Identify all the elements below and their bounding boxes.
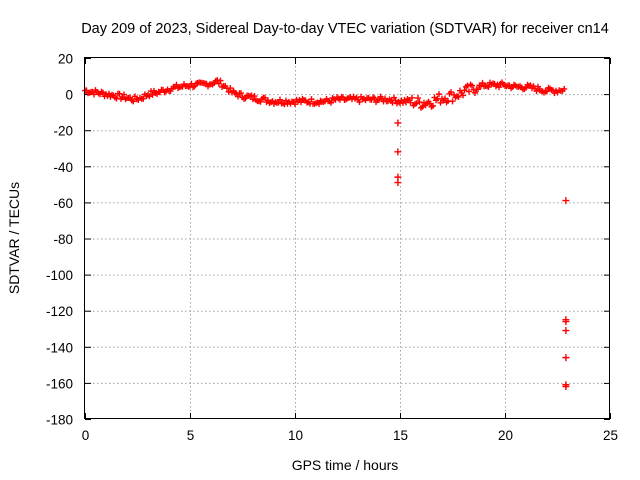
y-tick-label: -140: [46, 340, 73, 355]
outlier-point: [394, 119, 402, 127]
data-point: [472, 89, 478, 96]
tick-layer: 0 5 10 15 20 25 20 0 -20 -40 -60 -80 -100 -120 -140 -16…: [46, 52, 618, 444]
outlier-point: [394, 148, 402, 156]
data-point: [376, 96, 382, 103]
y-tick-label: -20: [53, 124, 73, 139]
x-tick-label: 10: [288, 428, 303, 443]
data-point: [413, 100, 420, 107]
y-tick-label: -60: [53, 196, 73, 211]
data-point: [121, 91, 127, 98]
data-point: [455, 93, 462, 100]
plot-frame: [84, 57, 610, 419]
data-point: [544, 88, 550, 95]
data-point: [436, 91, 442, 98]
y-tick-label: -160: [46, 376, 73, 391]
data-point: [407, 99, 414, 106]
chart-title: Day 209 of 2023, Sidereal Day-to-day VTE…: [81, 21, 609, 37]
data-point: [449, 98, 456, 105]
x-tick-label: 0: [82, 428, 90, 443]
data-point: [561, 85, 568, 92]
data-point: [130, 98, 137, 105]
outlier-point: [394, 179, 402, 187]
data-point: [392, 97, 399, 104]
data-point: [415, 95, 421, 102]
data-point: [283, 97, 289, 104]
data-point: [251, 93, 258, 100]
y-tick-label: -40: [53, 160, 73, 175]
x-tick-label: 5: [187, 428, 195, 443]
data-point: [430, 102, 436, 109]
x-tick-label: 20: [498, 428, 513, 443]
data-point: [466, 88, 472, 95]
data-point: [461, 87, 468, 94]
outlier-point: [562, 383, 570, 391]
data-point: [308, 96, 315, 103]
x-tick-label: 15: [393, 428, 408, 443]
data-point: [250, 96, 256, 103]
data-point: [475, 86, 481, 93]
data-point: [140, 95, 147, 102]
outlier-point: [562, 318, 570, 326]
data-point: [215, 80, 222, 87]
data-point: [277, 96, 283, 103]
x-axis-label: GPS time / hours: [292, 457, 399, 473]
data-point: [106, 90, 112, 97]
data-point: [356, 98, 363, 105]
outlier-point: [562, 197, 570, 205]
y-tick-label: -120: [46, 304, 73, 319]
y-tick-label: 0: [65, 88, 73, 103]
data-point: [116, 90, 123, 97]
y-tick-label: -80: [53, 232, 73, 247]
data-layer: [82, 77, 570, 391]
data-point: [217, 77, 224, 84]
data-point: [460, 92, 466, 99]
y-tick-label: 20: [58, 52, 73, 67]
outlier-point: [562, 327, 570, 335]
y-axis-label: SDTVAR / TECUs: [6, 182, 22, 294]
x-tick-label: 25: [603, 428, 618, 443]
data-point: [416, 99, 423, 106]
outlier-point: [562, 354, 570, 362]
data-point: [479, 79, 486, 86]
y-tick-label: -180: [46, 413, 73, 428]
data-point: [328, 99, 334, 106]
y-tick-label: -100: [46, 268, 73, 283]
data-point: [469, 82, 475, 89]
data-point: [448, 89, 454, 96]
data-point: [235, 93, 241, 100]
data-point: [496, 84, 502, 91]
data-point: [409, 94, 415, 101]
data-point: [225, 88, 232, 95]
data-point: [535, 83, 541, 90]
data-point: [248, 92, 255, 99]
data-point: [238, 90, 244, 97]
data-point: [227, 85, 234, 92]
grid-layer: [85, 58, 610, 419]
